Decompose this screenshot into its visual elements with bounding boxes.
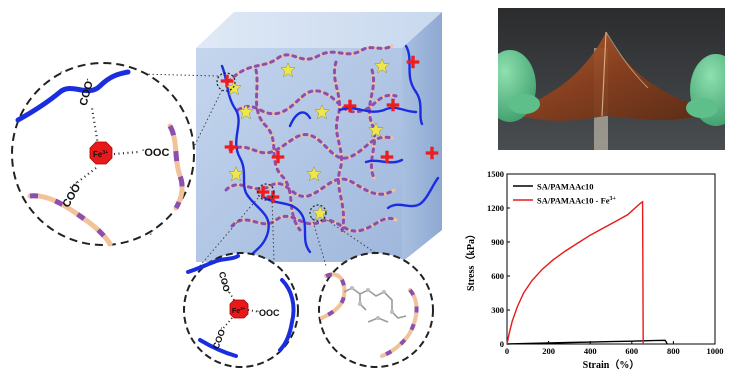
svg-text:-OOC: -OOC [257, 308, 280, 318]
y-tick-label-3: 900 [491, 237, 504, 247]
legend-label-1: SA/PAMAAc10 - Fe3+ [537, 196, 617, 206]
series-line-0 [506, 339, 668, 345]
x-tick-label-1: 200 [542, 346, 555, 356]
zoom-circle-coordination-small: Fe3+ COO- -OOC COO- [183, 252, 299, 368]
hydrogel-photo [498, 8, 725, 150]
series-line-1 [506, 200, 644, 345]
x-tick-label-4: 800 [667, 346, 680, 356]
svg-text:-OOC: -OOC [142, 147, 169, 159]
x-tick-label-5: 1000 [707, 346, 724, 356]
cube-side-face [402, 12, 442, 262]
svg-text:Fe3+: Fe3+ [232, 306, 246, 315]
y-tick-label-0: 0 [500, 339, 504, 349]
pamaac-chains [224, 44, 398, 234]
fe-ion [89, 141, 113, 165]
x-tick-label-0: 0 [505, 346, 509, 356]
legend: SA/PAMAAc10 SA/PAMAAc10 - Fe3+ [513, 182, 617, 206]
svg-text:Fe3+: Fe3+ [93, 150, 108, 159]
x-axis-label: Strain（%） [583, 358, 640, 370]
x-tick-label-2: 400 [584, 346, 597, 356]
cube-top-face [196, 12, 442, 48]
y-axis-label: Stress（kPa） [464, 229, 477, 291]
zoom-circle-hydrogen-bond [318, 252, 434, 368]
y-tick-label-5: 1500 [487, 169, 504, 179]
y-tick-label-2: 600 [491, 271, 504, 281]
x-tick-label-3: 600 [625, 346, 638, 356]
stress-strain-chart: 0 300 600 900 1200 1500 0 200 400 600 800 1000 SA/… [460, 160, 733, 371]
zoom-circle-coordination: Fe3+ COO- -OOC COO- [11, 62, 195, 247]
fe-ion-small [229, 299, 249, 319]
plot-frame [506, 173, 716, 345]
zoom-markers [216, 72, 327, 222]
y-tick-label-1: 300 [491, 305, 504, 315]
y-tick-label-4: 1200 [487, 203, 504, 213]
legend-label-0: SA/PAMAAc10 [537, 182, 594, 192]
